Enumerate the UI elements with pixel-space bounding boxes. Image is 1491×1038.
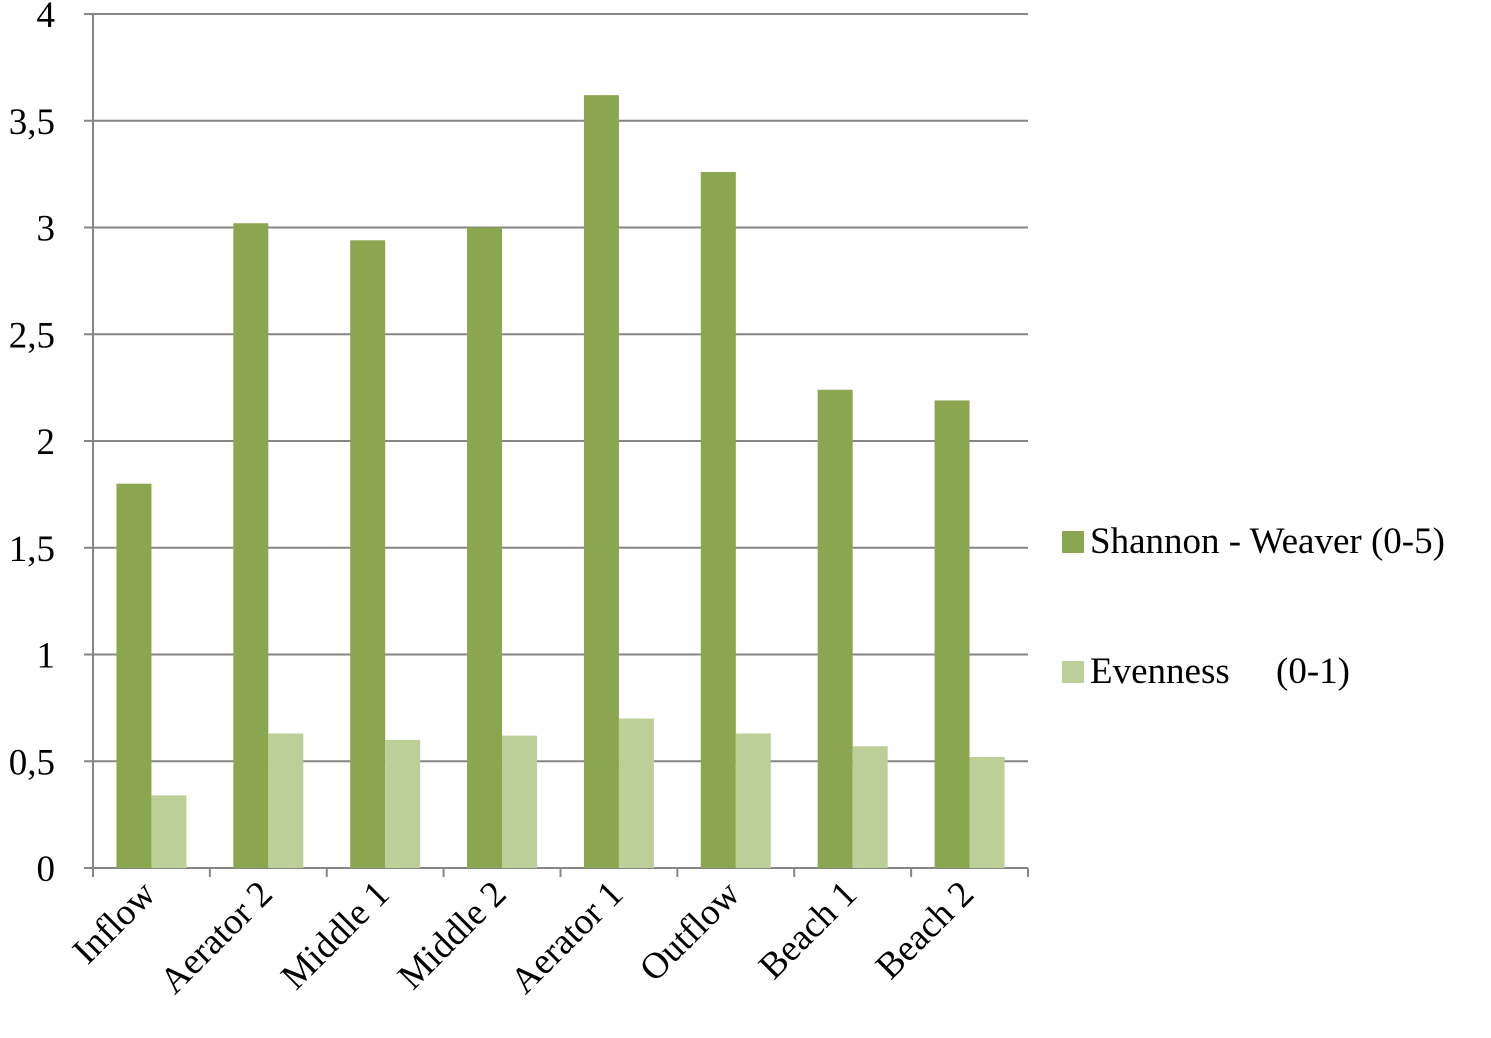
legend-swatch-2: [1062, 661, 1084, 683]
y-tick-labels: 0 0,5 1 1,5 2 2,5 3 3,5 4: [9, 0, 55, 890]
y-tick-label: 0: [37, 849, 56, 890]
y-tick-label: 4: [37, 0, 56, 36]
bar-series-1: [467, 227, 503, 868]
x-tick-label: Outflow: [632, 873, 748, 989]
bar-series-1: [233, 223, 269, 869]
bar-series-2: [268, 733, 304, 868]
x-tick-label: Beach 2: [868, 873, 982, 987]
bar-series-1: [817, 389, 853, 868]
y-tick-label: 3,5: [9, 102, 55, 143]
bar-series-2: [969, 756, 1005, 868]
y-tick-label: 1,5: [9, 529, 55, 570]
legend-label-2: Evenness (0-1): [1090, 651, 1350, 692]
bar-series-2: [618, 718, 654, 868]
x-tick-label: Middle 2: [390, 873, 514, 997]
legend: Shannon - Weaver (0-5) Evenness (0-1): [1062, 521, 1445, 692]
x-tick-label: Inflow: [65, 873, 164, 972]
bar-series-2: [502, 735, 538, 868]
y-tick-label: 1: [37, 636, 56, 677]
bar-series-2: [735, 733, 771, 868]
bar-series-2: [385, 739, 421, 868]
y-tick-label: 0,5: [9, 742, 55, 783]
x-tick-label: Beach 1: [751, 873, 865, 987]
x-tick-label: Aerator 2: [152, 873, 281, 1002]
legend-swatch-1: [1062, 531, 1084, 553]
gridlines: [93, 13, 1028, 763]
bar-series-1: [116, 483, 152, 868]
y-tick-label: 3: [37, 209, 56, 250]
bars: [116, 95, 1005, 869]
bar-series-1: [934, 400, 970, 868]
x-tick-label: Aerator 1: [503, 873, 632, 1002]
bar-series-2: [151, 795, 187, 868]
bar-series-1: [350, 240, 386, 868]
bar-series-1: [700, 171, 736, 869]
y-tick-label: 2,5: [9, 315, 55, 356]
y-tick-label: 2: [37, 422, 56, 463]
legend-label-1: Shannon - Weaver (0-5): [1090, 521, 1445, 562]
bar-series-2: [852, 746, 888, 868]
x-tick-label: Middle 1: [273, 873, 397, 997]
bar-series-1: [583, 95, 619, 868]
